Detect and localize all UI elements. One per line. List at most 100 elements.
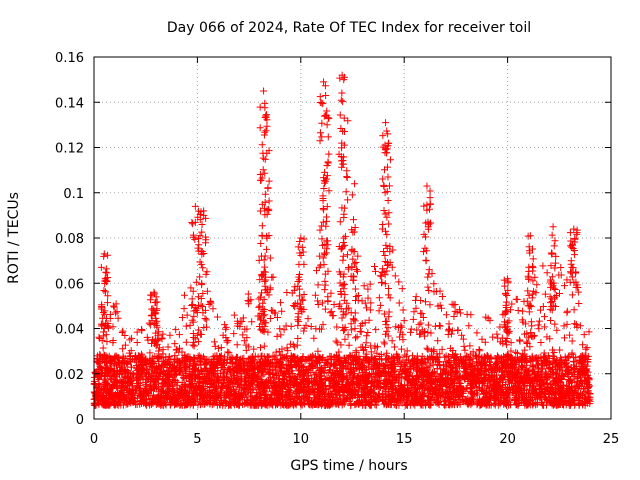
data-point: [128, 334, 136, 342]
data-point: [539, 262, 547, 270]
data-point: [533, 400, 541, 408]
data-point: [481, 338, 489, 346]
data-point: [585, 328, 593, 336]
data-point: [563, 320, 571, 328]
data-point: [272, 348, 280, 356]
data-point: [365, 316, 373, 324]
data-point: [263, 245, 271, 253]
data-point: [223, 338, 231, 346]
data-point: [314, 300, 322, 308]
data-point: [513, 349, 521, 357]
data-point: [513, 296, 521, 304]
data-point: [400, 317, 408, 325]
data-point: [282, 322, 290, 330]
data-point: [106, 310, 114, 318]
data-point: [445, 320, 453, 328]
data-point: [155, 347, 163, 355]
data-point: [461, 361, 469, 369]
data-point: [321, 286, 329, 294]
data-point: [178, 314, 186, 322]
data-point: [146, 349, 154, 357]
data-point: [451, 307, 459, 315]
data-point: [541, 323, 549, 331]
data-point: [568, 337, 576, 345]
data-point: [465, 322, 473, 330]
data-point: [399, 306, 407, 314]
data-point: [407, 325, 415, 333]
data-point: [273, 332, 281, 340]
data-point: [133, 383, 141, 391]
data-point: [489, 333, 497, 341]
data-point: [441, 353, 449, 361]
data-point: [245, 297, 253, 305]
data-point: [466, 342, 474, 350]
data-point: [155, 328, 163, 336]
data-point: [516, 337, 524, 345]
data-point: [384, 284, 392, 292]
data-point: [430, 280, 438, 288]
data-point: [417, 297, 425, 305]
data-point: [171, 340, 179, 348]
data-point: [351, 325, 359, 333]
data-point: [328, 308, 336, 316]
data-point: [359, 346, 367, 354]
data-point: [372, 326, 380, 334]
data-point: [459, 335, 467, 343]
data-point: [412, 293, 420, 301]
data-point: [209, 305, 217, 313]
data-point: [319, 254, 327, 262]
data-point: [535, 317, 543, 325]
data-point: [266, 254, 274, 262]
data-point: [286, 340, 294, 348]
data-point: [266, 314, 274, 322]
data-point: [568, 291, 576, 299]
data-point: [345, 341, 353, 349]
data-point: [364, 285, 372, 293]
data-point: [560, 322, 568, 330]
data-point: [398, 285, 406, 293]
data-point: [332, 337, 340, 345]
data-point: [330, 300, 338, 308]
data-point: [230, 330, 238, 338]
data-point: [527, 303, 535, 311]
data-point: [435, 322, 443, 330]
data-point: [473, 329, 481, 337]
data-point: [434, 337, 442, 345]
data-point: [264, 328, 272, 336]
data-point: [580, 331, 588, 339]
data-point: [95, 333, 103, 341]
data-point: [456, 309, 464, 317]
data-point: [364, 329, 372, 337]
data-point: [363, 332, 371, 340]
data-point: [390, 343, 398, 351]
data-point: [540, 349, 548, 357]
data-point: [109, 323, 117, 331]
data-point: [273, 314, 281, 322]
data-point: [180, 291, 188, 299]
data-point: [580, 385, 588, 393]
data-point: [413, 389, 421, 397]
data-point: [133, 338, 141, 346]
data-point: [512, 348, 520, 356]
data-point: [304, 315, 312, 323]
data-point: [230, 311, 238, 319]
data-point: [316, 226, 324, 234]
data-point: [318, 235, 326, 243]
data-point: [375, 294, 383, 302]
data-point: [276, 325, 284, 333]
data-point: [424, 346, 432, 354]
data-point: [283, 289, 291, 297]
data-point: [450, 313, 458, 321]
data-point: [256, 293, 264, 301]
data-point: [478, 335, 486, 343]
data-point: [352, 258, 360, 266]
data-point: [113, 308, 121, 316]
data-point: [99, 344, 107, 352]
data-point: [557, 264, 565, 272]
data-point: [519, 307, 527, 315]
data-point: [508, 300, 516, 308]
data-point: [104, 292, 112, 300]
data-point: [574, 288, 582, 296]
data-point: [338, 314, 346, 322]
data-point: [114, 314, 122, 322]
